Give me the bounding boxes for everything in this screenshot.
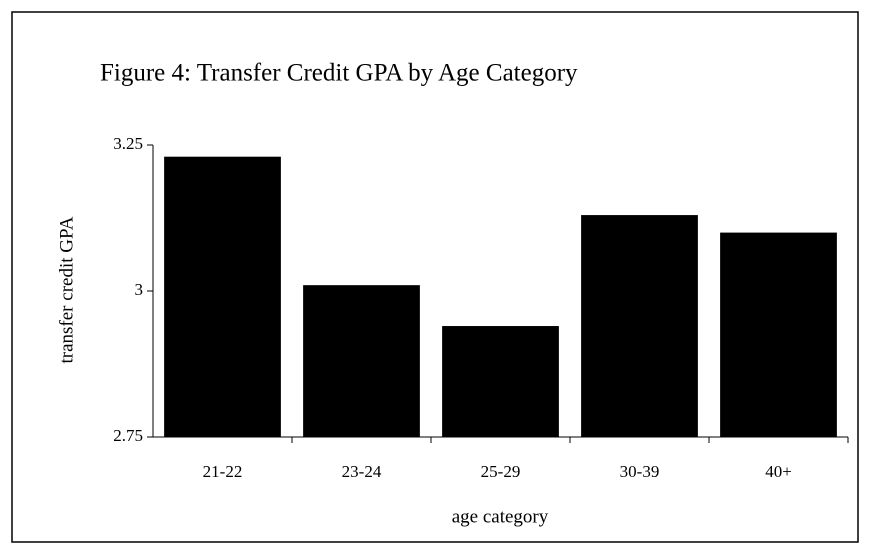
x-tick-label: 23-24 — [342, 462, 382, 481]
y-tick-label: 2.75 — [113, 426, 143, 445]
bar — [164, 156, 281, 437]
bar — [442, 326, 559, 437]
x-axis-label: age category — [452, 506, 549, 527]
x-tick-label: 40+ — [765, 462, 792, 481]
y-tick-label: 3.25 — [113, 134, 143, 153]
bar — [720, 232, 837, 437]
bar — [581, 215, 698, 437]
y-axis-label: transfer credit GPA — [56, 216, 77, 363]
x-tick-label: 21-22 — [203, 462, 243, 481]
frame — [11, 11, 859, 543]
bar — [303, 285, 420, 437]
chart-title: Figure 4: Transfer Credit GPA by Age Cat… — [100, 60, 578, 87]
x-tick-label: 30-39 — [620, 462, 660, 481]
y-tick-label: 3 — [135, 280, 144, 299]
x-tick-label: 25-29 — [481, 462, 521, 481]
